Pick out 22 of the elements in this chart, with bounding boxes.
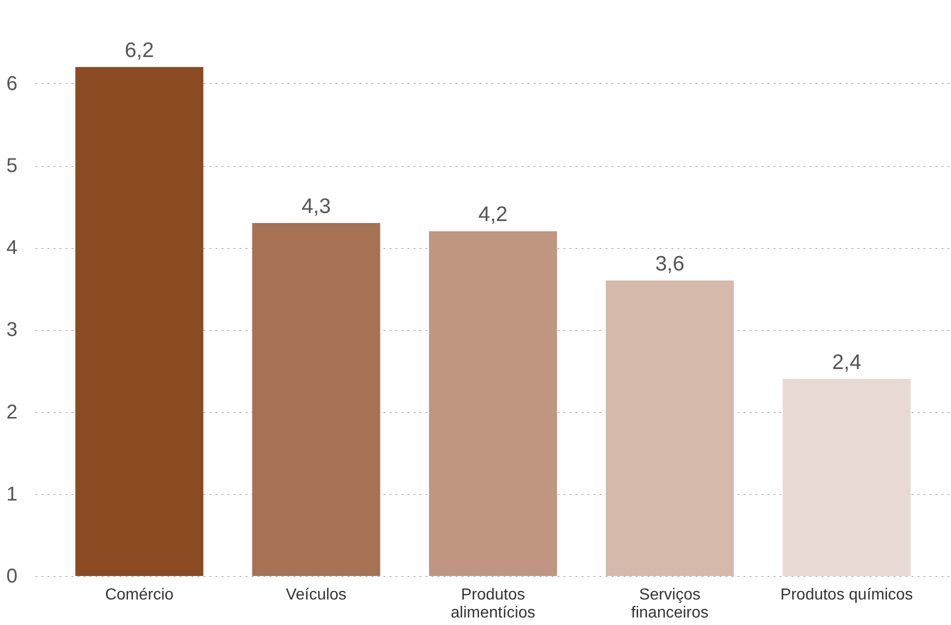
data-label: 4,3 bbox=[302, 194, 331, 218]
x-tick-label: Produtos alimentícios bbox=[450, 586, 536, 622]
y-tick-label: 2 bbox=[6, 401, 18, 424]
bar bbox=[252, 222, 380, 576]
data-label: 6,2 bbox=[124, 39, 154, 62]
data-label: 3,6 bbox=[655, 252, 684, 276]
bar bbox=[429, 231, 557, 576]
data-label: 2,4 bbox=[832, 350, 862, 374]
y-tick-label: 1 bbox=[6, 483, 18, 506]
y-tick-label: 5 bbox=[6, 155, 18, 178]
x-tick-label: Veículos bbox=[286, 586, 346, 604]
x-tick-label: Produtos químicos bbox=[780, 586, 913, 604]
data-label: 4,2 bbox=[478, 203, 508, 226]
bar bbox=[75, 67, 204, 576]
bar bbox=[606, 280, 734, 576]
y-tick-label: 6 bbox=[6, 72, 18, 95]
x-tick-label: Serviços financeiros bbox=[631, 586, 709, 622]
y-tick-label: 0 bbox=[6, 566, 18, 588]
x-tick-label: Comércio bbox=[105, 586, 174, 604]
y-tick-label: 4 bbox=[6, 237, 18, 260]
bar bbox=[782, 378, 911, 576]
y-tick-label: 3 bbox=[6, 319, 18, 342]
